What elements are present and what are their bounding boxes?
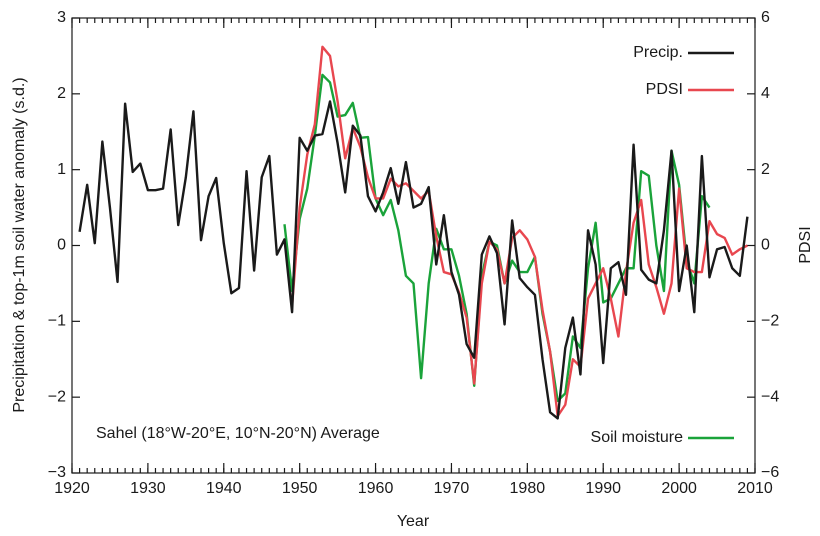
x-tick-label: 1970 [434,480,470,497]
x-tick-label: 1940 [206,480,242,497]
y-tick-label: 3 [57,9,66,26]
series-line [290,45,748,418]
y-tick-label: 0 [57,237,66,254]
y2-tick-label: 0 [761,237,770,254]
y2-tick-label: 6 [761,9,770,26]
y2-tick-label: −6 [761,464,779,481]
x-tick-label: 2000 [661,480,697,497]
series-line [283,73,711,403]
legend-label: Soil moisture [591,429,684,446]
y2-tick-label: −4 [761,388,779,405]
y-tick-label: −2 [48,388,66,405]
y-axis-label: Precipitation & top-1m soil water anomal… [11,77,28,412]
y2-tick-label: 4 [761,85,770,102]
x-tick-label: 1980 [510,480,546,497]
y2-tick-label: −2 [761,313,779,330]
x-tick-label: 1990 [585,480,621,497]
y2-axis-label: PDSI [797,226,814,263]
y-tick-label: 1 [57,161,66,178]
y2-tick-label: 2 [761,161,770,178]
series-line [78,100,749,420]
x-tick-label: 1950 [282,480,318,497]
legend-label: PDSI [646,81,683,98]
legend-label: Precip. [633,44,683,61]
x-tick-label: 2010 [737,480,773,497]
y-tick-label: 2 [57,85,66,102]
y-tick-label: −1 [48,313,66,330]
x-tick-label: 1920 [54,480,90,497]
annotation: Sahel (18°W-20°E, 10°N-20°N) Average [96,425,380,442]
x-tick-label: 1960 [358,480,394,497]
x-tick-label: 1930 [130,480,166,497]
x-axis-label: Year [397,513,430,530]
y-tick-label: −3 [48,464,66,481]
